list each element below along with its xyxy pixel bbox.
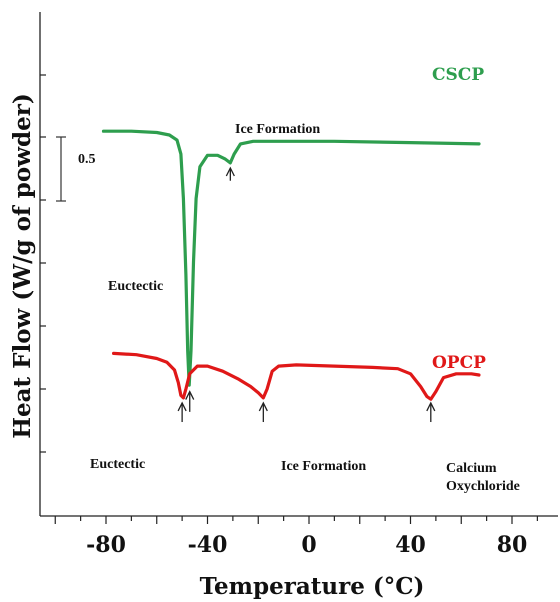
series-line-cscp (101, 129, 481, 387)
annotation-label: Ice Formation (281, 459, 366, 474)
x-axis-title: Temperature (°C) (200, 573, 425, 600)
annotation-arrowhead (258, 401, 268, 412)
series-line-opcp (112, 351, 481, 401)
x-tick-label: 80 (497, 532, 528, 558)
x-tick-label: 40 (395, 532, 426, 558)
annotation-label: Ice Formation (235, 122, 320, 137)
annotation-label: Calcium Oxychloride (446, 461, 520, 494)
axes: -80 -40 0 40 80 (39, 12, 558, 558)
annotation-arrowhead (426, 401, 436, 412)
series-label-cscp: CSCP (432, 65, 484, 85)
y-axis-title: Heat Flow (W/g of powder) (9, 93, 36, 439)
series-group: CSCP OPCP (101, 65, 486, 401)
series-label-opcp: OPCP (432, 353, 486, 373)
x-tick-label: -40 (188, 532, 228, 558)
annotation-label: Euctectic (108, 279, 163, 294)
annotation-arrowhead (185, 390, 195, 400)
annotation-arrowhead (225, 166, 235, 177)
x-tick-label: 0 (301, 532, 316, 558)
annotations: Ice Formation Euctectic Euctectic Ice Forma… (90, 122, 520, 494)
scale-bar-label: 0.5 (78, 152, 96, 167)
scale-bar: 0.5 (56, 136, 96, 202)
annotation-label: Euctectic (90, 457, 145, 472)
annotation-arrowhead (177, 401, 187, 412)
x-tick-label: -80 (86, 532, 126, 558)
